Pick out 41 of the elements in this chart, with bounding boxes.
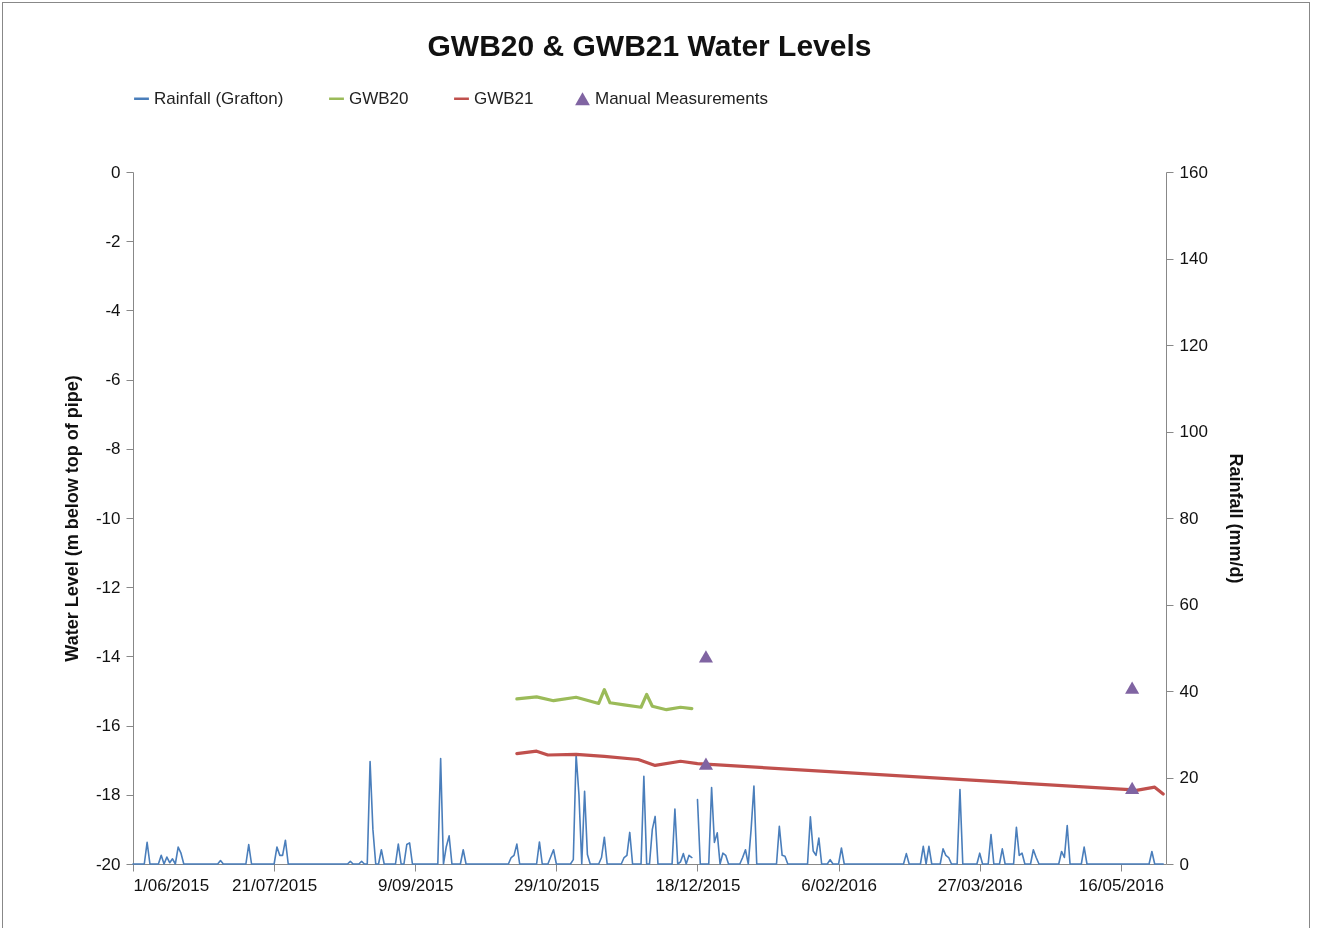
line-series: [515, 688, 694, 712]
x-tick-label: 29/10/2015: [514, 875, 600, 895]
y-tick-label: -12: [95, 577, 121, 597]
y2-tick-label: 160: [1179, 162, 1208, 182]
x-tick-label: 27/03/2016: [937, 875, 1023, 895]
x-tick-label: 21/07/2015: [232, 875, 318, 895]
y-tick-label: -18: [95, 785, 121, 805]
x-tick-label: 18/12/2015: [655, 875, 741, 895]
legend-label: GWB20: [349, 88, 409, 108]
y2-tick-label: 120: [1179, 335, 1208, 355]
y2-tick-label: 60: [1179, 595, 1199, 614]
point: [1125, 781, 1140, 794]
x-tick-label: 1/06/2015: [133, 875, 210, 895]
legend-label: GWB21: [474, 88, 534, 108]
point: [1125, 681, 1140, 694]
y2-tick-label: 80: [1179, 508, 1199, 528]
y-tick-label: -14: [95, 646, 121, 666]
legend-label: Manual Measurements: [595, 88, 768, 108]
y-tick-label: 0: [111, 162, 121, 182]
y2-tick-label: 0: [1179, 854, 1189, 874]
y-axis-title: Water Level (m below top of pipe): [61, 375, 82, 662]
y2-tick-label: 40: [1179, 681, 1199, 701]
x-tick-label: 6/02/2016: [801, 875, 877, 895]
y-tick-label: -10: [95, 508, 121, 528]
point: [698, 757, 714, 770]
legend-label: Rainfall (Grafton): [154, 88, 284, 108]
y2-tick-label: 100: [1179, 422, 1208, 441]
y-tick-label: -4: [105, 300, 121, 320]
line-series: [515, 749, 1165, 796]
chart-title: GWB20 & GWB21 Water Levels: [427, 29, 872, 62]
y2-tick-label: 20: [1179, 768, 1199, 787]
y2-tick-label: 140: [1179, 249, 1208, 268]
y-tick-label: -20: [95, 854, 121, 874]
x-tick-label: 9/09/2015: [377, 875, 454, 895]
y2-axis-title: Rainfall (mm/d): [1225, 453, 1246, 584]
y-tick-label: -8: [105, 439, 121, 459]
y-tick-label: -6: [105, 370, 121, 390]
x-tick-label: 16/05/2016: [1078, 875, 1164, 895]
y-tick-label: -16: [95, 716, 121, 736]
point: [698, 650, 714, 663]
y-tick-label: -2: [105, 231, 121, 251]
